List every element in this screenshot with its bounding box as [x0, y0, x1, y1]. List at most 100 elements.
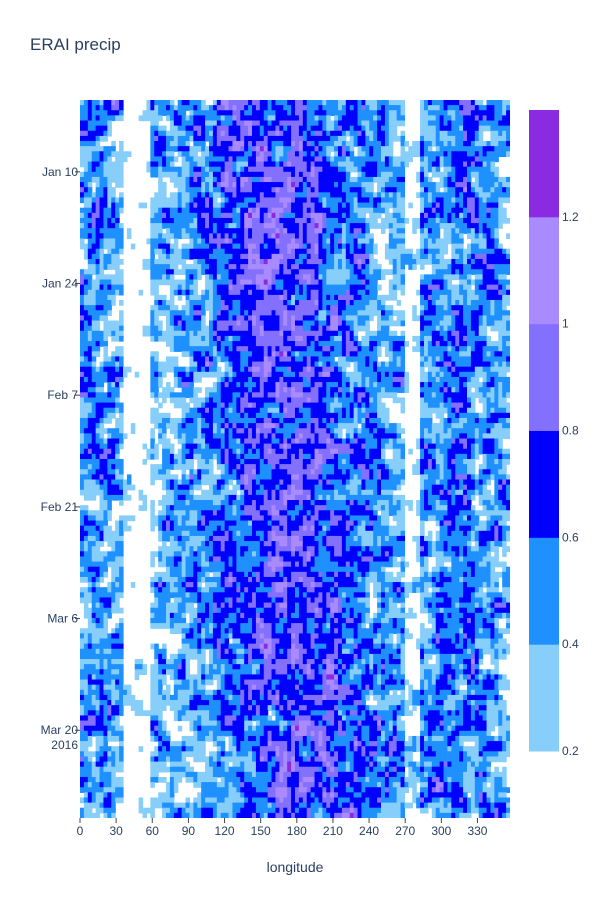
heatmap-cell — [416, 346, 421, 352]
heatmap-cell — [478, 228, 484, 234]
heatmap-cell — [365, 366, 370, 373]
heatmap-cell — [119, 269, 124, 275]
heatmap-cell — [341, 305, 347, 311]
heatmap-cell — [166, 300, 171, 306]
heatmap-cell — [205, 105, 210, 111]
heatmap-cell — [216, 356, 222, 363]
heatmap-cell — [154, 361, 159, 368]
heatmap-cell — [216, 366, 222, 373]
heatmap-cell — [349, 315, 355, 322]
heatmap-cell — [181, 166, 187, 173]
heatmap-cell — [267, 351, 273, 358]
heatmap-cell — [400, 233, 406, 240]
heatmap-cell — [439, 197, 445, 204]
heatmap-cell — [427, 279, 433, 286]
heatmap-cell — [158, 269, 163, 275]
heatmap-cell — [486, 366, 492, 373]
heatmap-cell — [326, 156, 331, 163]
heatmap-cell — [498, 335, 503, 342]
heatmap-cell — [162, 212, 167, 219]
heatmap-cell — [173, 115, 179, 122]
heatmap-cell — [197, 130, 202, 137]
heatmap-cell — [447, 125, 452, 132]
heatmap-cell — [502, 269, 507, 275]
heatmap-cell — [267, 325, 273, 332]
heatmap-cell — [392, 212, 398, 219]
heatmap-cell — [435, 310, 441, 316]
heatmap-cell — [302, 294, 308, 301]
heatmap-cell — [291, 207, 296, 214]
heatmap-cell — [181, 146, 187, 152]
heatmap-cell — [232, 176, 237, 183]
heatmap-cell — [470, 315, 476, 322]
heatmap-cell — [275, 182, 280, 188]
heatmap-cell — [197, 361, 202, 368]
heatmap-cell — [396, 315, 402, 322]
heatmap-cell — [494, 269, 499, 275]
heatmap-cell — [95, 289, 101, 296]
heatmap-cell — [91, 146, 97, 152]
heatmap-cell — [357, 274, 363, 281]
heatmap-cell — [209, 243, 214, 250]
heatmap-cell — [478, 192, 484, 199]
heatmap-cell — [201, 356, 206, 363]
heatmap-cell — [338, 212, 343, 219]
heatmap-cell — [193, 258, 198, 265]
heatmap-cell — [365, 284, 370, 291]
heatmap-cell — [306, 243, 312, 250]
heatmap-cell — [447, 300, 452, 306]
heatmap-cell — [177, 202, 183, 209]
heatmap-cell — [384, 315, 390, 322]
heatmap-cell — [341, 284, 347, 291]
heatmap-cell — [420, 202, 425, 209]
heatmap-cell — [240, 156, 245, 163]
heatmap-cell — [439, 289, 445, 296]
heatmap-cell — [498, 253, 503, 260]
heatmap-cell — [388, 279, 394, 286]
heatmap-cell — [291, 300, 296, 306]
heatmap-cell — [431, 171, 437, 178]
heatmap-cell — [373, 335, 378, 342]
heatmap-cell — [267, 161, 273, 168]
heatmap-cell — [279, 243, 284, 250]
heatmap-cell — [169, 212, 175, 219]
heatmap-cell — [424, 330, 429, 337]
heatmap-cell — [244, 346, 249, 352]
heatmap-cell — [443, 105, 449, 111]
heatmap-cell — [463, 192, 468, 199]
heatmap-cell — [91, 202, 97, 209]
heatmap-cell — [467, 279, 472, 286]
heatmap-cell — [470, 166, 476, 173]
heatmap-cell — [361, 135, 366, 142]
heatmap-cell — [396, 110, 402, 116]
heatmap-cell — [228, 341, 234, 347]
heatmap-cell — [470, 233, 476, 240]
heatmap-cell — [154, 294, 159, 301]
heatmap-cell — [212, 238, 218, 245]
heatmap-cell — [283, 305, 288, 311]
heatmap-cell — [298, 166, 304, 173]
heatmap-cell — [388, 310, 394, 316]
heatmap-cell — [490, 253, 495, 260]
heatmap-cell — [99, 212, 105, 219]
heatmap-cell — [150, 228, 155, 234]
heatmap-cell — [318, 192, 323, 199]
heatmap-cell — [377, 125, 382, 132]
heatmap-cell — [224, 115, 230, 122]
heatmap-cell — [87, 217, 93, 224]
heatmap-cell — [154, 335, 159, 342]
heatmap-cell — [314, 253, 320, 260]
heatmap-cell — [361, 253, 366, 260]
heatmap-cell — [459, 330, 464, 337]
heatmap-cell — [435, 335, 441, 342]
heatmap-cell — [506, 330, 510, 337]
heatmap-cell — [439, 105, 445, 111]
heatmap-cell — [216, 217, 222, 224]
heatmap-cell — [236, 125, 241, 132]
heatmap-cell — [494, 120, 499, 127]
heatmap-cell — [252, 212, 257, 219]
heatmap-cell — [451, 115, 456, 122]
heatmap-cell — [345, 361, 351, 368]
heatmap-cell — [291, 212, 296, 219]
heatmap-cell — [494, 300, 499, 306]
